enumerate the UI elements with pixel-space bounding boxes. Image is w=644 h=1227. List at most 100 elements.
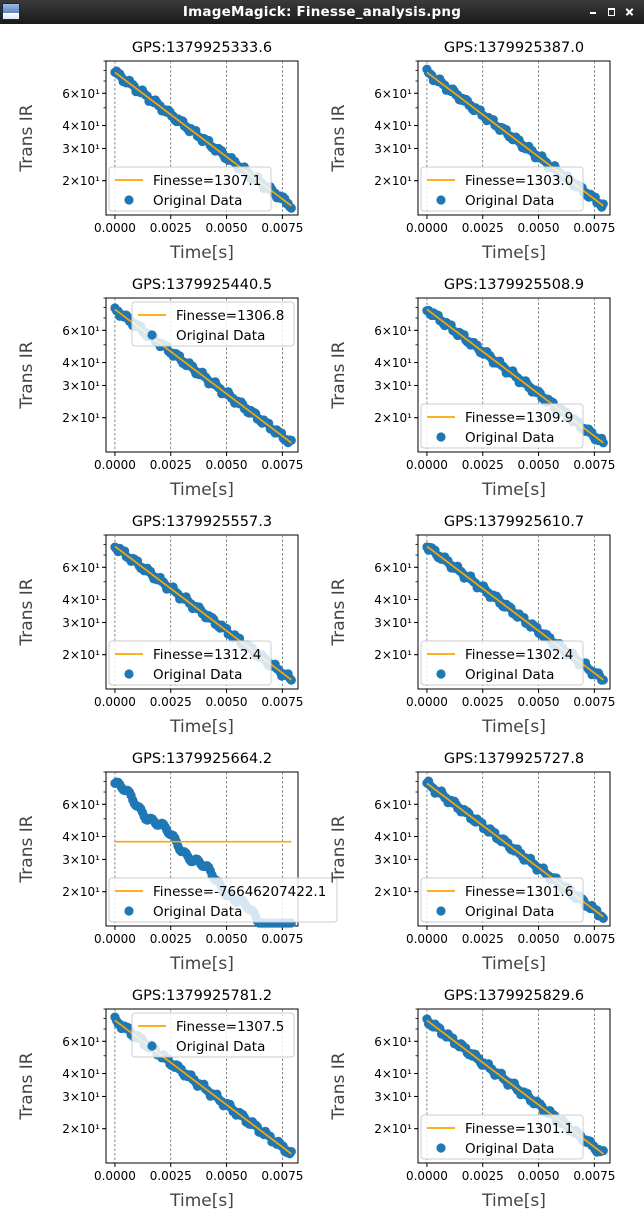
x-axis-label: Time[s] — [169, 717, 234, 737]
legend-fit-label: Finesse=1309.9 — [465, 410, 573, 426]
y-axis-label: Trans IR — [329, 578, 349, 646]
x-axis-label: Time[s] — [481, 954, 546, 974]
x-tick-label: 0.0050 — [518, 458, 560, 472]
x-tick-label: 0.0000 — [406, 1169, 448, 1183]
y-axis-label: Trans IR — [17, 578, 37, 646]
y-axis-label: Trans IR — [329, 1052, 349, 1120]
x-tick-label: 0.0025 — [150, 695, 192, 709]
chart-panel: GPS:1379925610.7 0.0000 0.0025 0.0050 0.0075… — [329, 514, 615, 737]
legend-data-label: Original Data — [465, 1141, 554, 1157]
x-tick-label: 0.0075 — [261, 221, 303, 235]
y-tick-label: 6×10¹ — [62, 324, 100, 338]
legend: Finesse=1301.1 Original Data — [420, 1114, 584, 1160]
x-axis-label: Time[s] — [481, 717, 546, 737]
x-tick-label: 0.0075 — [261, 695, 303, 709]
legend-fit-label: Finesse=-76646207422.1 — [153, 884, 326, 900]
minimize-button[interactable] — [588, 7, 598, 17]
legend: Finesse=1312.4 Original Data — [108, 640, 272, 686]
y-tick-label: 4×10¹ — [374, 593, 412, 607]
y-tick-label: 2×10¹ — [62, 885, 100, 899]
chart-panel: GPS:1379925508.9 0.0000 0.0025 0.0050 0.0075… — [329, 277, 615, 500]
legend-data-swatch — [124, 669, 134, 679]
x-tick-label: 0.0025 — [150, 221, 192, 235]
chart-panel: GPS:1379925387.0 0.0000 0.0025 0.0050 0.0075… — [329, 40, 615, 263]
legend-box — [420, 1114, 584, 1160]
y-tick-label: 6×10¹ — [374, 798, 412, 812]
chart-title: GPS:1379925440.5 — [132, 277, 272, 293]
chart-title: GPS:1379925829.6 — [444, 988, 584, 1004]
y-tick-label: 3×10¹ — [62, 853, 100, 867]
y-tick-label: 6×10¹ — [374, 324, 412, 338]
y-tick-label: 4×10¹ — [62, 356, 100, 370]
y-tick-label: 3×10¹ — [374, 142, 412, 156]
legend: Finesse=1301.6 Original Data — [420, 877, 584, 923]
y-axis-label: Trans IR — [329, 815, 349, 883]
x-axis-label: Time[s] — [169, 954, 234, 974]
legend-box — [131, 1012, 295, 1058]
legend-data-swatch — [147, 1041, 157, 1051]
x-tick-label: 0.0075 — [573, 695, 615, 709]
legend-fit-label: Finesse=1307.1 — [153, 173, 261, 189]
maximize-button[interactable] — [607, 7, 617, 17]
x-tick-label: 0.0000 — [406, 932, 448, 946]
x-axis-label: Time[s] — [169, 243, 234, 263]
x-tick-label: 0.0075 — [261, 932, 303, 946]
x-tick-label: 0.0000 — [94, 695, 136, 709]
chart-panel: GPS:1379925333.6 0.0000 0.0025 0.0050 0.0075… — [17, 40, 303, 263]
y-axis-label: Trans IR — [17, 341, 37, 409]
x-tick-label: 0.0050 — [518, 221, 560, 235]
y-tick-label: 6×10¹ — [62, 561, 100, 575]
legend-data-label: Original Data — [176, 1039, 265, 1055]
x-tick-label: 0.0050 — [206, 695, 248, 709]
data-point — [598, 913, 608, 924]
legend-box — [420, 877, 584, 923]
chart-title: GPS:1379925508.9 — [444, 277, 584, 293]
x-tick-label: 0.0025 — [462, 695, 504, 709]
chart-panel: GPS:1379925664.2 0.0000 0.0025 0.0050 0.0075… — [17, 751, 338, 974]
legend-data-swatch — [436, 906, 446, 916]
legend-data-swatch — [436, 1143, 446, 1153]
data-point — [286, 435, 296, 445]
legend-box — [108, 877, 338, 923]
y-tick-label: 2×10¹ — [374, 174, 412, 188]
legend-data-swatch — [147, 330, 157, 340]
legend-box — [131, 301, 295, 347]
chart-title: GPS:1379925610.7 — [444, 514, 584, 530]
legend: Finesse=1307.1 Original Data — [108, 166, 272, 212]
x-tick-label: 0.0050 — [206, 221, 248, 235]
legend: Finesse=1306.8 Original Data — [131, 301, 295, 347]
x-tick-label: 0.0050 — [206, 458, 248, 472]
legend-data-label: Original Data — [153, 667, 242, 683]
x-tick-label: 0.0050 — [206, 1169, 248, 1183]
y-tick-label: 2×10¹ — [374, 1122, 412, 1136]
x-tick-label: 0.0000 — [94, 458, 136, 472]
y-tick-label: 2×10¹ — [374, 411, 412, 425]
y-tick-label: 3×10¹ — [62, 142, 100, 156]
y-tick-label: 3×10¹ — [374, 616, 412, 630]
y-tick-label: 2×10¹ — [374, 648, 412, 662]
x-tick-label: 0.0025 — [462, 1169, 504, 1183]
x-tick-label: 0.0000 — [406, 458, 448, 472]
chart-title: GPS:1379925727.8 — [444, 751, 584, 767]
y-tick-label: 4×10¹ — [374, 356, 412, 370]
y-tick-label: 4×10¹ — [374, 830, 412, 844]
y-tick-label: 2×10¹ — [62, 174, 100, 188]
x-axis-label: Time[s] — [481, 243, 546, 263]
legend: Finesse=1303.0 Original Data — [420, 166, 584, 212]
y-tick-label: 2×10¹ — [62, 648, 100, 662]
legend-box — [420, 166, 584, 212]
legend: Finesse=1309.9 Original Data — [420, 403, 584, 449]
close-button[interactable] — [625, 7, 635, 17]
x-tick-label: 0.0050 — [518, 695, 560, 709]
x-tick-label: 0.0000 — [406, 221, 448, 235]
x-tick-label: 0.0025 — [462, 221, 504, 235]
legend-data-label: Original Data — [176, 328, 265, 344]
x-tick-label: 0.0075 — [261, 458, 303, 472]
x-tick-label: 0.0050 — [206, 932, 248, 946]
x-tick-label: 0.0000 — [94, 932, 136, 946]
data-point — [286, 1146, 296, 1157]
chart-title: GPS:1379925557.3 — [132, 514, 272, 530]
legend-data-label: Original Data — [465, 667, 554, 683]
x-tick-label: 0.0025 — [462, 932, 504, 946]
x-tick-label: 0.0050 — [518, 1169, 560, 1183]
